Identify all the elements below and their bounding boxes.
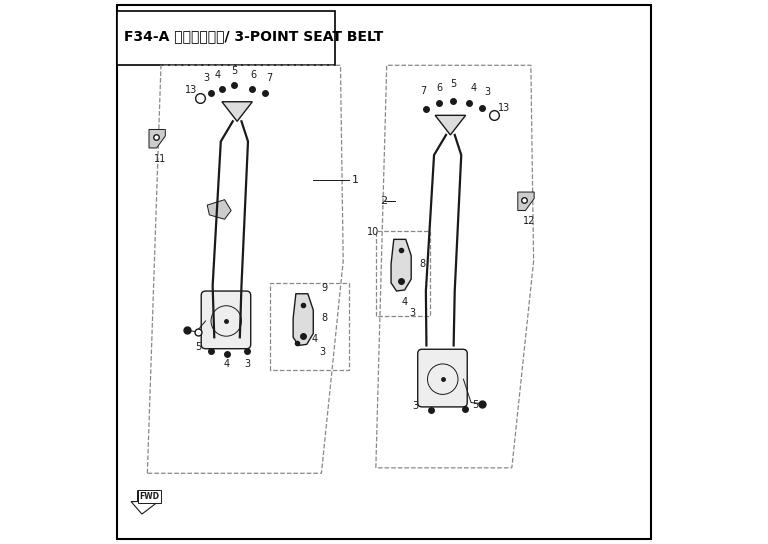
Text: 13: 13 <box>185 85 197 95</box>
Text: 4: 4 <box>223 360 230 369</box>
FancyBboxPatch shape <box>138 490 161 503</box>
Text: 3: 3 <box>410 308 416 318</box>
Text: 10: 10 <box>367 227 379 237</box>
Text: 4: 4 <box>402 297 408 307</box>
FancyBboxPatch shape <box>201 291 250 349</box>
FancyBboxPatch shape <box>118 11 335 65</box>
Text: 8: 8 <box>419 259 425 269</box>
Text: FWD: FWD <box>140 492 160 500</box>
Text: 8: 8 <box>321 313 327 323</box>
Polygon shape <box>391 239 411 291</box>
Polygon shape <box>149 129 165 148</box>
Text: 5: 5 <box>472 400 478 410</box>
Text: 11: 11 <box>154 154 166 164</box>
FancyBboxPatch shape <box>418 349 467 407</box>
FancyBboxPatch shape <box>118 5 650 539</box>
Text: 13: 13 <box>498 103 510 113</box>
Text: 5: 5 <box>230 66 237 76</box>
Text: 7: 7 <box>420 86 426 96</box>
Text: 4: 4 <box>470 83 476 93</box>
Polygon shape <box>435 115 465 135</box>
Text: 6: 6 <box>436 83 442 93</box>
Text: 12: 12 <box>522 217 535 226</box>
Text: F34-A 三点式安全带/ 3-POINT SEAT BELT: F34-A 三点式安全带/ 3-POINT SEAT BELT <box>124 29 383 44</box>
Text: 3: 3 <box>485 88 491 97</box>
Text: 3: 3 <box>204 73 210 83</box>
Polygon shape <box>518 192 535 211</box>
Text: 2: 2 <box>379 196 387 206</box>
Text: 5: 5 <box>195 342 201 351</box>
Text: 6: 6 <box>250 70 257 79</box>
Text: 3: 3 <box>244 360 250 369</box>
Text: 3: 3 <box>412 401 419 411</box>
Text: 4: 4 <box>312 334 318 344</box>
Polygon shape <box>207 200 231 219</box>
Text: 4: 4 <box>214 70 220 79</box>
Text: 3: 3 <box>319 347 325 357</box>
Text: 7: 7 <box>266 73 273 83</box>
Polygon shape <box>293 294 313 345</box>
Text: 1: 1 <box>352 175 359 184</box>
Text: 5: 5 <box>450 79 456 89</box>
Polygon shape <box>222 102 253 121</box>
Text: 9: 9 <box>321 283 327 293</box>
